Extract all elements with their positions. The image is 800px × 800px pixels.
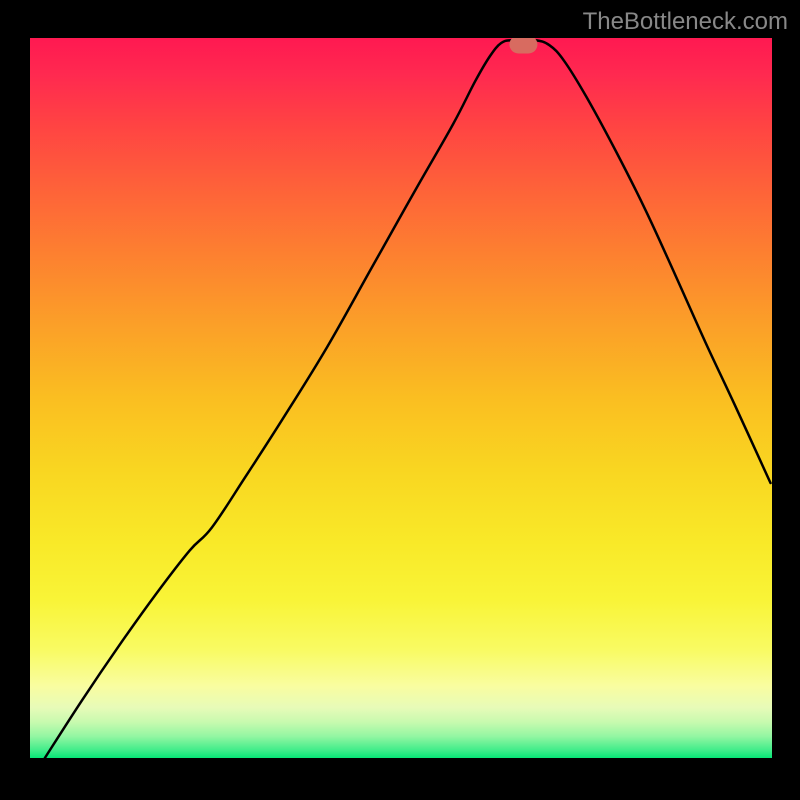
chart-container: TheBottleneck.com — [0, 0, 800, 800]
optimal-point-marker — [509, 38, 537, 53]
plot-svg — [30, 38, 772, 758]
watermark-text: TheBottleneck.com — [583, 8, 788, 36]
gradient-background — [30, 38, 772, 758]
plot-area — [30, 38, 772, 758]
